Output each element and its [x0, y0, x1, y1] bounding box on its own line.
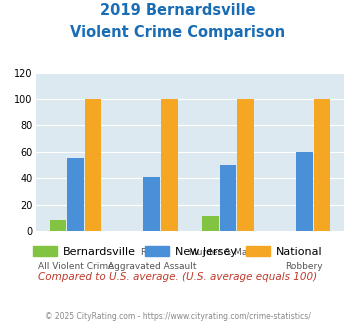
Bar [313, 99, 330, 231]
Bar [84, 99, 102, 231]
Text: © 2025 CityRating.com - https://www.cityrating.com/crime-statistics/: © 2025 CityRating.com - https://www.city… [45, 312, 310, 321]
Text: Aggravated Assault: Aggravated Assault [108, 262, 196, 271]
Bar [202, 216, 219, 231]
Bar [220, 165, 236, 231]
Bar [143, 177, 160, 231]
Bar [296, 152, 313, 231]
Bar [50, 220, 66, 231]
Legend: Bernardsville, New Jersey, National: Bernardsville, New Jersey, National [28, 242, 327, 261]
Text: All Violent Crime: All Violent Crime [38, 262, 113, 271]
Bar [67, 158, 84, 231]
Bar [161, 99, 178, 231]
Text: Rape: Rape [140, 248, 163, 257]
Text: Robbery: Robbery [285, 262, 323, 271]
Text: Murder & Mans...: Murder & Mans... [189, 248, 267, 257]
Text: Violent Crime Comparison: Violent Crime Comparison [70, 25, 285, 40]
Text: 2019 Bernardsville: 2019 Bernardsville [100, 3, 255, 18]
Text: Compared to U.S. average. (U.S. average equals 100): Compared to U.S. average. (U.S. average … [38, 272, 317, 282]
Bar [237, 99, 254, 231]
